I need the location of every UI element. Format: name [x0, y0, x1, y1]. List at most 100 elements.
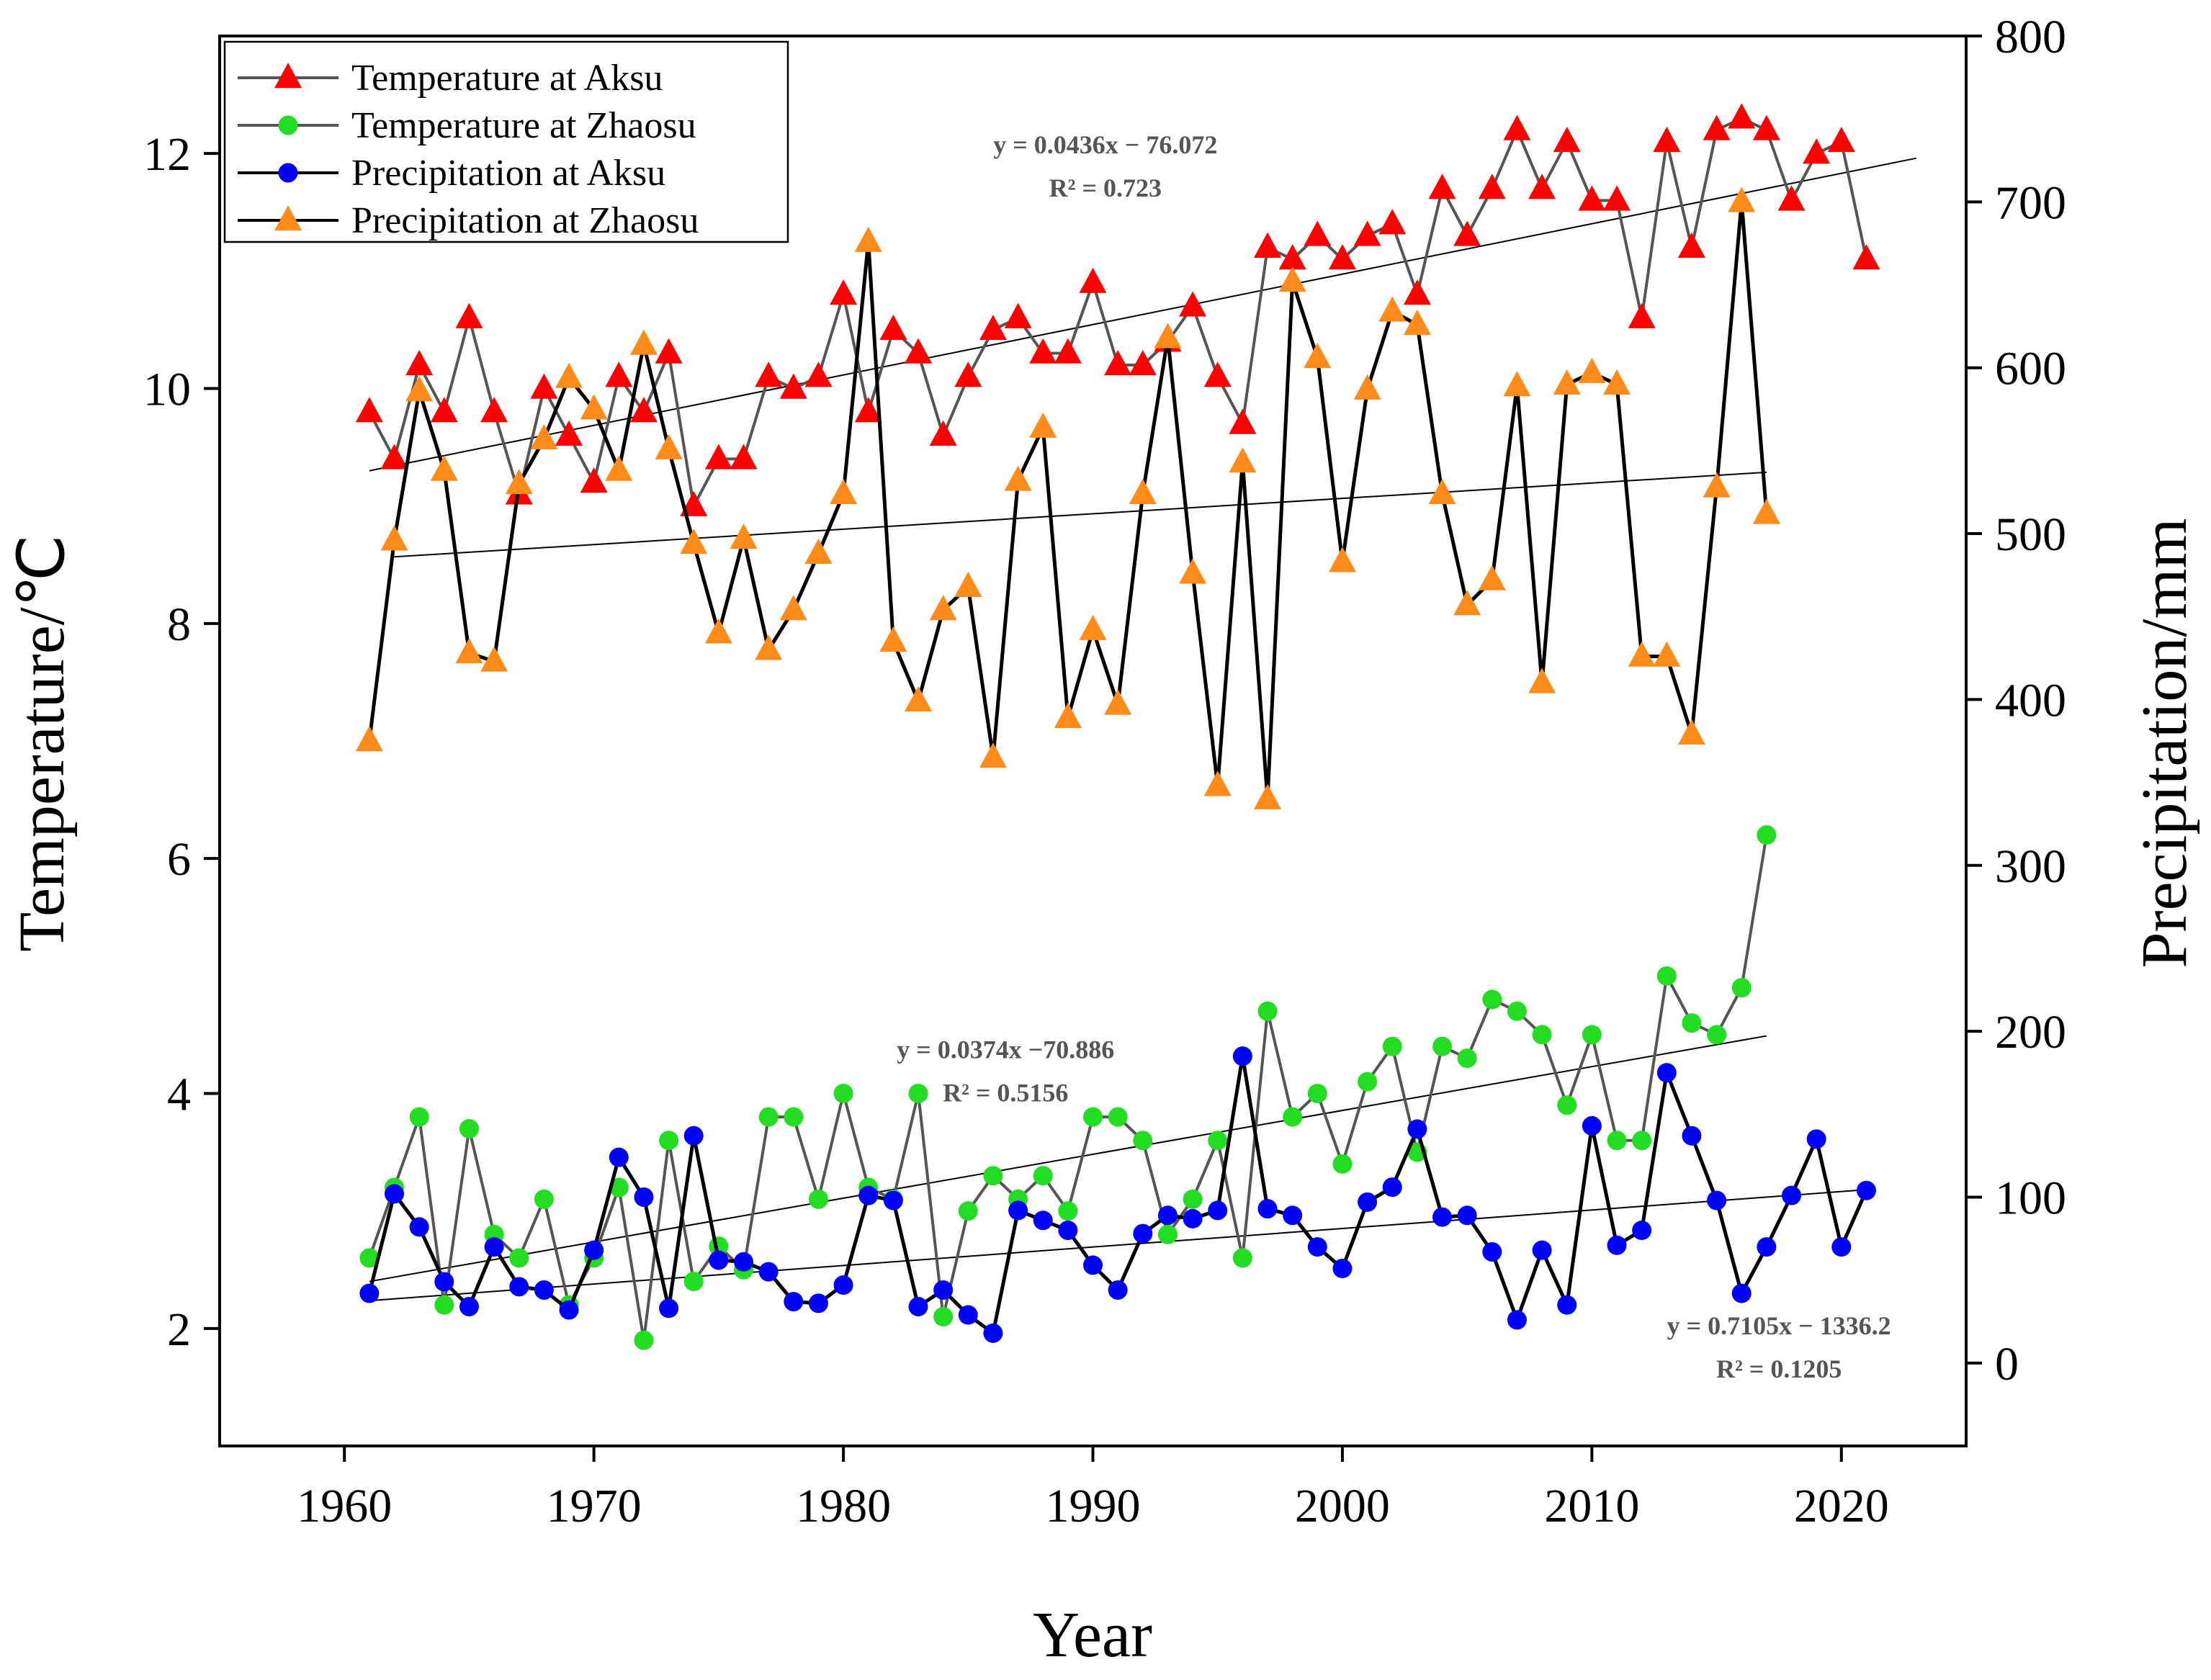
series-precipitation-at-zhaosu — [355, 187, 1780, 809]
data-point — [883, 1190, 903, 1210]
data-point — [1682, 1013, 1702, 1033]
data-point — [355, 397, 383, 423]
data-point — [430, 455, 458, 481]
data-point — [1133, 1223, 1153, 1244]
data-point — [455, 302, 483, 328]
annotation-line: R² = 0.723 — [1049, 174, 1162, 202]
x-tick-label: 1960 — [297, 1480, 392, 1532]
data-point — [409, 1107, 429, 1127]
data-point — [629, 397, 658, 423]
data-point — [1129, 478, 1157, 505]
data-point — [1852, 244, 1880, 270]
data-point — [779, 595, 807, 621]
x-tick-label: 1970 — [547, 1480, 642, 1532]
y-right-tick-label: 100 — [1995, 1172, 2066, 1224]
data-point — [1232, 1046, 1252, 1066]
data-point — [1607, 1131, 1627, 1151]
legend-marker — [278, 163, 298, 183]
data-point — [380, 444, 408, 470]
data-point — [559, 1300, 579, 1320]
data-point — [1203, 361, 1232, 387]
y-right-tick-label: 0 — [1995, 1338, 2019, 1391]
data-point — [655, 338, 683, 364]
data-point — [629, 329, 658, 355]
data-point — [680, 490, 708, 516]
data-point — [804, 361, 833, 387]
legend-item-temperature-at-aksu: Temperature at Aksu — [238, 58, 663, 99]
data-point — [1582, 1025, 1602, 1045]
data-point — [1482, 1241, 1502, 1262]
data-point — [1782, 1185, 1801, 1205]
data-point — [1104, 689, 1132, 715]
data-point — [1831, 1237, 1852, 1257]
data-point — [979, 315, 1007, 341]
data-point — [833, 1084, 853, 1103]
data-point — [1553, 126, 1581, 153]
data-point — [1653, 641, 1681, 667]
data-point — [1578, 185, 1606, 211]
data-point — [983, 1323, 1003, 1343]
data-point — [1707, 1190, 1727, 1210]
data-point — [1752, 114, 1780, 140]
data-point — [758, 1107, 779, 1127]
data-point — [1254, 783, 1281, 809]
trendline-precipitation-at-aksu — [369, 1189, 1867, 1302]
data-point — [605, 455, 633, 481]
data-point — [808, 1293, 828, 1313]
data-point — [1183, 1208, 1203, 1228]
data-point — [509, 1277, 529, 1297]
y-right-tick-label: 500 — [1995, 508, 2066, 561]
data-point — [1757, 1237, 1777, 1257]
data-point — [1653, 126, 1681, 153]
data-point — [929, 595, 957, 621]
data-point — [1278, 244, 1306, 270]
data-point — [1358, 1072, 1378, 1092]
data-point — [609, 1177, 629, 1198]
data-point — [1632, 1131, 1652, 1151]
data-point — [580, 467, 608, 493]
data-point — [1358, 1192, 1378, 1212]
data-point — [1603, 185, 1631, 211]
data-point — [385, 1184, 404, 1204]
legend-item-precipitation-at-aksu: Precipitation at Aksu — [238, 153, 665, 194]
data-point — [405, 376, 434, 402]
legend-box — [223, 40, 789, 243]
data-point — [1407, 1119, 1427, 1139]
data-series — [355, 103, 1880, 1350]
data-point — [854, 226, 882, 252]
data-point — [1728, 103, 1756, 129]
data-point — [1183, 1189, 1203, 1209]
data-point — [1378, 296, 1407, 322]
data-point — [1728, 187, 1756, 212]
data-point — [1304, 342, 1332, 369]
data-point — [1157, 1205, 1178, 1226]
y-right-tick-label: 400 — [1995, 674, 2066, 727]
data-point — [1208, 1131, 1228, 1151]
data-point — [1503, 371, 1531, 397]
data-point — [1283, 1205, 1303, 1226]
data-point — [1682, 1126, 1702, 1146]
right-axis-title: Precipitation/mm — [2129, 518, 2200, 969]
data-point — [1058, 1201, 1078, 1221]
data-point — [1157, 1224, 1178, 1244]
data-point — [1478, 174, 1506, 199]
data-point — [1503, 114, 1531, 140]
data-point — [1004, 465, 1032, 491]
data-point — [704, 444, 732, 470]
data-point — [933, 1307, 954, 1327]
regression-annotations: y = 0.0436x − 76.072 R² = 0.723 y = 0.0374… — [897, 130, 1891, 1383]
data-point — [1004, 302, 1032, 328]
legend: Temperature at Aksu Temperature at Zhaosu… — [223, 40, 789, 243]
data-point — [1628, 302, 1656, 328]
data-point — [1203, 771, 1232, 796]
data-point — [833, 1275, 853, 1295]
data-point — [1557, 1095, 1577, 1115]
data-point — [1133, 1131, 1153, 1151]
data-point — [609, 1147, 629, 1167]
data-point — [1307, 1084, 1327, 1103]
data-point — [958, 1201, 978, 1221]
x-tick-label: 2010 — [1544, 1480, 1639, 1532]
data-point — [908, 1297, 928, 1317]
data-point — [1677, 232, 1705, 258]
data-point — [1208, 1200, 1228, 1221]
